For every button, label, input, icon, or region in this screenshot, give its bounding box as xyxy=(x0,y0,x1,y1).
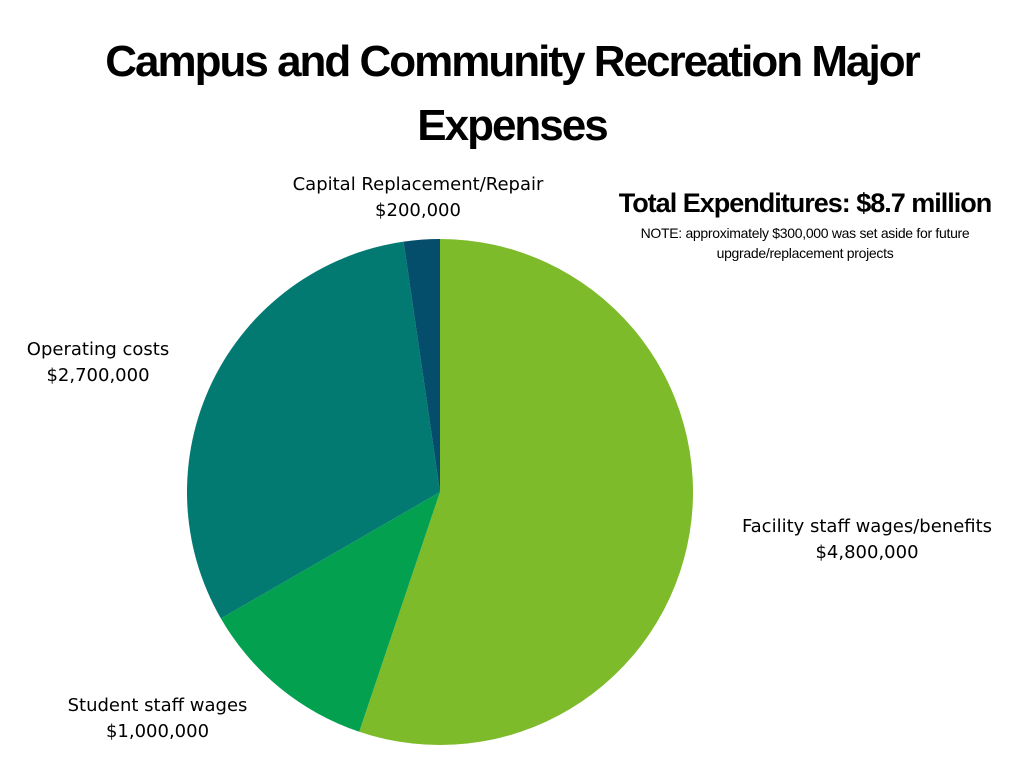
slice-label-student-staff-name: Student staff wages xyxy=(67,695,248,716)
slice-label-facility-staff: Facility staff wages/benefits $4,800,000 xyxy=(722,514,1012,566)
slice-label-capital-replacement-value: $200,000 xyxy=(375,200,461,221)
slice-label-capital-replacement-name: Capital Replacement/Repair xyxy=(292,174,544,195)
pie-slice-facility-staff xyxy=(359,239,693,745)
chart-title: Campus and Community Recreation Major Ex… xyxy=(105,37,920,150)
slice-label-operating-costs-value: $2,700,000 xyxy=(46,365,150,386)
slice-label-facility-staff-value: $4,800,000 xyxy=(815,542,919,563)
slice-label-student-staff-value: $1,000,000 xyxy=(105,721,210,742)
pie-slice-operating-costs xyxy=(186,241,440,619)
slice-label-facility-staff-name: Facility staff wages/benefits xyxy=(741,516,993,537)
slice-label-student-staff: Student staff wages $1,000,000 xyxy=(50,693,265,745)
pie-slice-capital-replacement xyxy=(403,239,440,492)
expenditures-note: NOTE: approximately $300,000 was set asi… xyxy=(640,225,970,261)
slice-label-capital-replacement: Capital Replacement/Repair $200,000 xyxy=(268,172,568,224)
slice-label-operating-costs: Operating costs $2,700,000 xyxy=(8,337,188,389)
pie-slice-student-staff xyxy=(220,492,440,732)
total-expenditures: Total Expenditures: $8.7 million xyxy=(618,188,993,218)
total-expenditures-box: Total Expenditures: $8.7 million NOTE: a… xyxy=(596,185,1014,263)
slice-label-operating-costs-name: Operating costs xyxy=(26,339,170,360)
